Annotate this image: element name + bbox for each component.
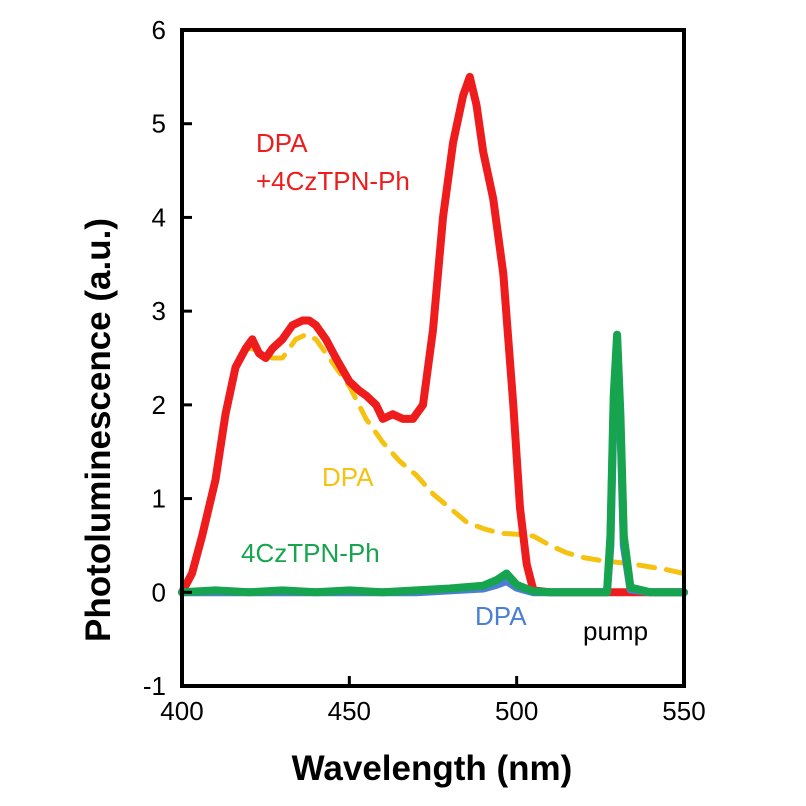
y-tick-label: 3 <box>152 296 166 326</box>
y-tick-label: -1 <box>143 671 166 701</box>
x-tick-label: 500 <box>495 696 538 726</box>
annotation-dpa-blue: DPA <box>475 601 527 631</box>
tick-layer: 400 450 500 550 -1 0 1 2 3 4 5 6 <box>143 15 706 726</box>
y-tick-label: 1 <box>152 484 166 514</box>
x-tick-label: 400 <box>160 696 203 726</box>
x-tick-label: 450 <box>328 696 371 726</box>
y-tick-label: 2 <box>152 390 166 420</box>
y-tick-label: 4 <box>152 202 166 232</box>
x-tick-label: 550 <box>662 696 705 726</box>
series-4czptn-line <box>178 330 688 597</box>
annotation-4czptn-green: 4CzTPN-Ph <box>241 538 380 568</box>
annotation-dpa-4czptn-line2: +4CzTPN-Ph <box>256 166 410 196</box>
series-layer <box>178 72 688 597</box>
annotation-dpa-4czptn-line1: DPA <box>256 128 308 158</box>
annotation-pump: pump <box>583 616 648 646</box>
x-axis-label: Wavelength (nm) <box>292 749 573 788</box>
y-tick-label: 5 <box>152 109 166 139</box>
y-tick-label: 6 <box>152 15 166 45</box>
y-tick-label: 0 <box>152 577 166 607</box>
plot-frame <box>180 28 686 688</box>
annotation-dpa-yellow: DPA <box>322 462 374 492</box>
y-axis-label: Photoluminescence (a.u.) <box>79 218 118 642</box>
